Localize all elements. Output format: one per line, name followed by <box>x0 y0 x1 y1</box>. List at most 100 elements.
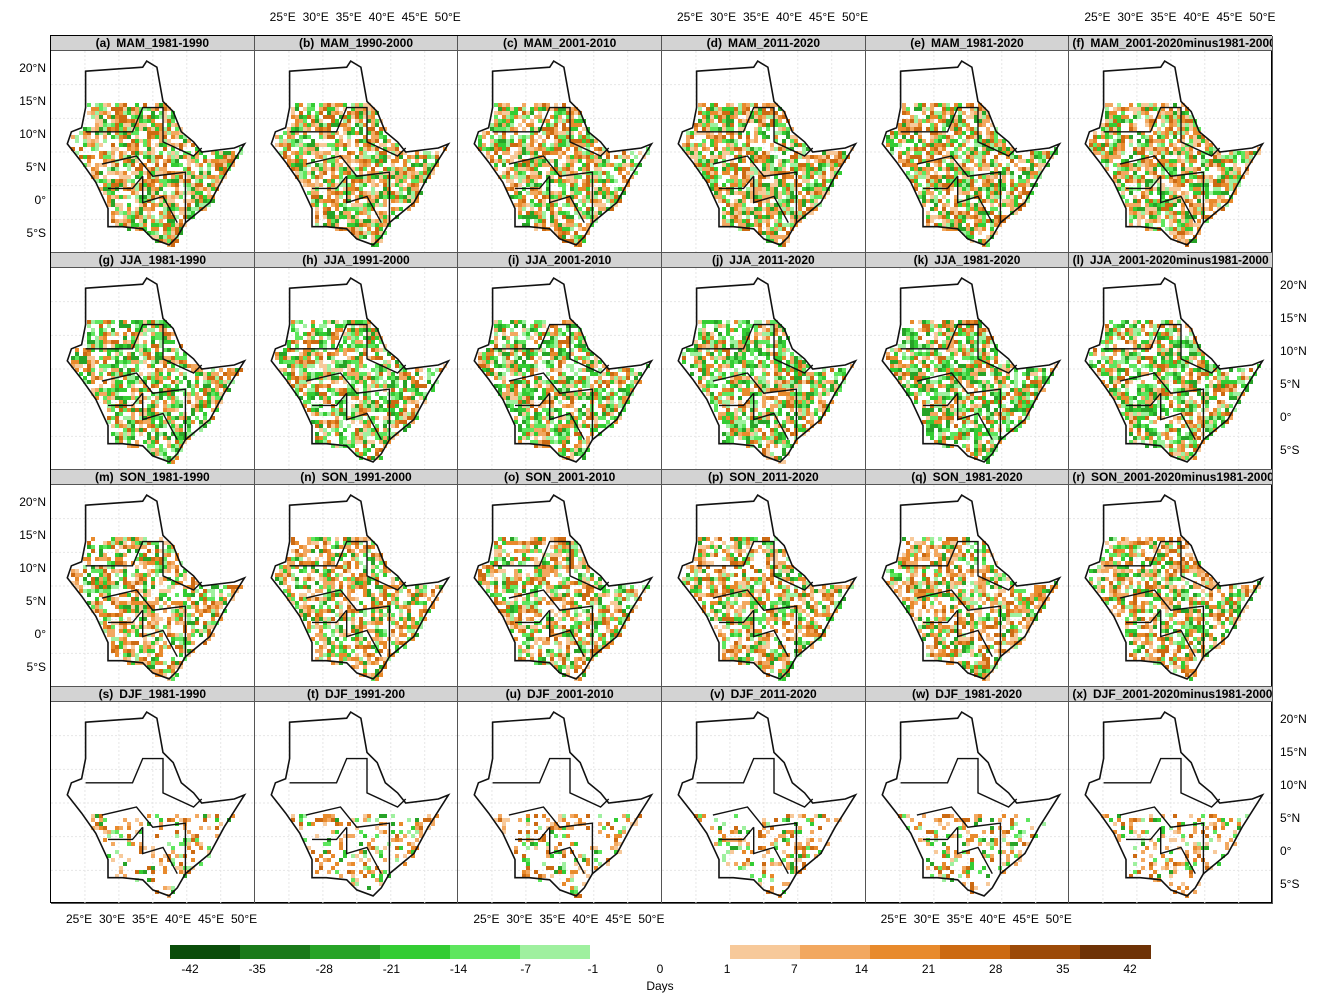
legend-color-cell <box>310 945 381 959</box>
region-map <box>254 51 458 252</box>
latitude-tick-label: 0° <box>34 193 46 207</box>
map-panel-son-6: (r) SON_2001-2020minus1981-2000 <box>1069 470 1273 687</box>
map-panel-mam-2: (b) MAM_1990-2000 <box>254 36 459 253</box>
region-map <box>254 268 458 469</box>
longitude-tick-label: 40°E <box>776 10 803 24</box>
legend-tick-label: -21 <box>382 962 401 976</box>
longitude-tick-label: 30°E <box>710 10 737 24</box>
panel-title-strip: (j) JJA_2011-2020 <box>662 253 865 268</box>
panel-title: DJF_2001-2010 <box>526 687 614 701</box>
map-panel-son-1: (m) SON_1981-1990 <box>51 470 255 687</box>
legend-tick-label: 21 <box>921 962 936 976</box>
latitude-tick-label: 15°N <box>1280 311 1307 325</box>
panel-title-strip: (h) JJA_1991-2000 <box>254 253 458 268</box>
panel-title: MAM_1990-2000 <box>320 36 413 50</box>
latitude-tick-label: 5°N <box>1280 377 1301 391</box>
longitude-tick-label: 30°E <box>99 912 126 926</box>
map-panel-jja-4: (j) JJA_2011-2020 <box>662 253 866 470</box>
panel-title: JJA_1981-2020 <box>934 253 1021 267</box>
panel-tag: (o) <box>503 470 520 484</box>
longitude-tick-label: 35°E <box>1150 10 1177 24</box>
map-panel-djf-1: (s) DJF_1981-1990 <box>51 687 255 904</box>
legend-color-cell <box>800 945 871 959</box>
panel-tag: (s) <box>98 687 114 701</box>
panel-title: SON_1981-1990 <box>119 470 210 484</box>
color-legend <box>170 945 1151 959</box>
longitude-tick-label: 30°E <box>506 912 533 926</box>
latitude-tick-label: 5°N <box>25 160 46 174</box>
longitude-tick-label: 45°E <box>605 912 632 926</box>
panel-title: MAM_2011-2020 <box>727 36 821 50</box>
longitude-tick-label: 40°E <box>368 10 395 24</box>
region-map <box>1069 268 1273 469</box>
map-panel-jja-1: (g) JJA_1981-1990 <box>51 253 255 470</box>
region-map <box>458 268 661 469</box>
map-panel-djf-2: (t) DJF_1991-200 <box>254 687 459 904</box>
panel-title: MAM_1981-1990 <box>116 36 210 50</box>
longitude-tick-label: 45°E <box>1216 10 1243 24</box>
panel-title-strip: (p) SON_2011-2020 <box>662 470 865 485</box>
panel-title-strip: (x) DJF_2001-2020minus1981-2000 <box>1069 687 1272 702</box>
map-panel-djf-4: (v) DJF_2011-2020 <box>662 687 866 904</box>
latitude-tick-label: 20°N <box>19 61 46 75</box>
region-map <box>865 268 1069 469</box>
panel-title: JJA_1981-1990 <box>119 253 207 267</box>
panel-tag: (l) <box>1072 253 1084 267</box>
latitude-tick-label: 15°N <box>1280 745 1307 759</box>
latitude-tick-label: 5°S <box>1280 443 1300 457</box>
panel-tag: (q) <box>911 470 927 484</box>
region-map <box>1069 51 1273 252</box>
panel-tag: (u) <box>505 687 521 701</box>
region-map <box>1069 485 1273 686</box>
longitude-tick-label: 25°E <box>66 912 93 926</box>
legend-tick-label: 14 <box>854 962 869 976</box>
panel-title: MAM_1981-2020 <box>930 36 1024 50</box>
legend-color-cell <box>520 945 591 959</box>
panel-tag: (b) <box>298 36 315 50</box>
region-map <box>51 702 254 903</box>
map-panel-mam-3: (c) MAM_2001-2010 <box>458 36 662 253</box>
latitude-tick-label: 5°N <box>25 594 46 608</box>
panel-title-strip: (f) MAM_2001-2020minus1981-2000 <box>1069 36 1272 51</box>
legend-tick-label: 0 <box>656 962 664 976</box>
panel-tag: (c) <box>502 36 518 50</box>
map-panel-son-2: (n) SON_1991-2000 <box>254 470 459 687</box>
region-map <box>458 485 661 686</box>
longitude-tick-label: 35°E <box>335 10 362 24</box>
panel-title-strip: (g) JJA_1981-1990 <box>51 253 254 268</box>
latitude-tick-label: 20°N <box>1280 712 1307 726</box>
map-panel-mam-1: (a) MAM_1981-1990 <box>51 36 255 253</box>
panel-tag: (h) <box>302 253 318 267</box>
panel-title: JJA_1991-2000 <box>323 253 410 267</box>
map-panel-son-4: (p) SON_2011-2020 <box>662 470 866 687</box>
longitude-tick-label: 50°E <box>1045 912 1072 926</box>
panel-title: DJF_2011-2020 <box>730 687 817 701</box>
panel-tag: (g) <box>98 253 114 267</box>
longitude-tick-label: 40°E <box>1183 10 1210 24</box>
panel-title-strip: (t) DJF_1991-200 <box>254 687 458 702</box>
map-panel-jja-5: (k) JJA_1981-2020 <box>865 253 1070 470</box>
longitude-tick-label: 25°E <box>269 10 296 24</box>
panel-tag: (j) <box>711 253 724 267</box>
panel-title: MAM_2001-2020minus1981-2000 <box>1090 36 1273 50</box>
map-panel-jja-3: (i) JJA_2001-2010 <box>458 253 662 470</box>
panel-tag: (k) <box>913 253 929 267</box>
latitude-tick-label: 10°N <box>19 561 46 575</box>
panel-title: MAM_2001-2010 <box>523 36 617 50</box>
legend-title: Days <box>646 979 674 993</box>
longitude-tick-label: 25°E <box>677 10 704 24</box>
latitude-tick-label: 10°N <box>1280 344 1307 358</box>
latitude-tick-label: 0° <box>1280 410 1292 424</box>
longitude-tick-label: 25°E <box>880 912 907 926</box>
region-map <box>662 51 865 252</box>
region-map <box>51 51 254 252</box>
longitude-tick-label: 40°E <box>979 912 1006 926</box>
legend-tick-label: -42 <box>181 962 199 976</box>
panel-tag: (i) <box>507 253 520 267</box>
longitude-tick-label: 45°E <box>401 10 428 24</box>
map-panel-jja-2: (h) JJA_1991-2000 <box>254 253 459 470</box>
longitude-tick-label: 50°E <box>231 912 258 926</box>
region-map <box>662 702 865 903</box>
legend-tick-label: -28 <box>315 962 333 976</box>
latitude-tick-label: 10°N <box>19 127 46 141</box>
